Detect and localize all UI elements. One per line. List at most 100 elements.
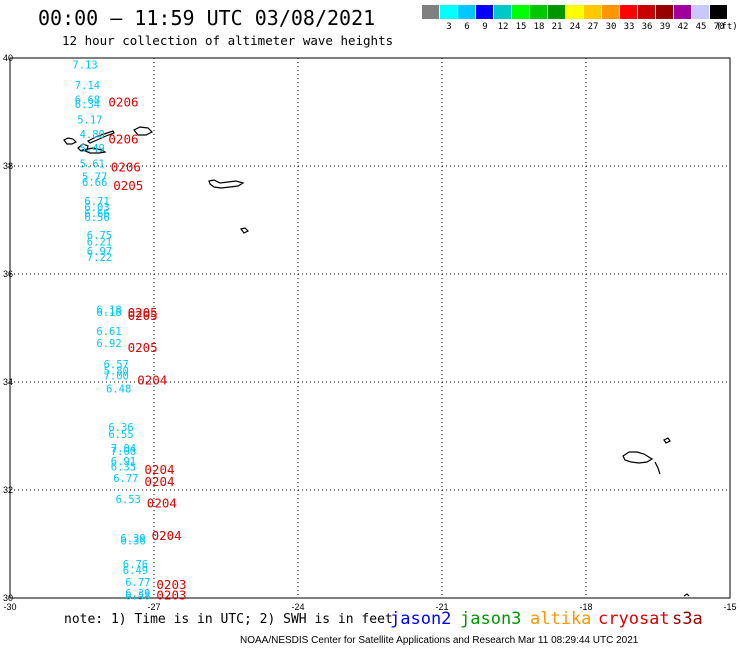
pass-time-label: 0206 [108,131,138,146]
wave-height-reading: 6.48 [106,383,131,395]
legend-swatch [710,5,728,19]
lon-tick-label: -27 [147,602,160,612]
wave-height-reading: 6.55 [108,429,133,441]
legend-swatch [494,5,512,19]
wave-height-reading: 6.71 [84,196,109,208]
legend-swatch [440,5,458,19]
pass-time-label: 0204 [137,373,167,388]
wave-height-reading: 5.77 [82,172,107,184]
wave-height-reading: 6.18 [96,304,121,316]
page-subtitle: 12 hour collection of altimeter wave hei… [62,33,394,48]
legend-swatch [620,5,638,19]
wave-height-reading: 7.13 [72,59,97,71]
legend-swatch [602,5,620,19]
wave-height-reading: 6.91 [111,456,136,468]
legend-label: 45 [695,22,707,32]
legend-label: 27 [587,22,599,32]
coastlines [63,126,690,597]
legend-swatch [566,5,584,19]
wave-height-reading: 4.80 [80,129,105,141]
wave-height-reading: 6.18 [96,307,121,319]
wave-height-reading: 5.80 [104,365,129,377]
satellite-label-s3a: s3a [672,609,703,629]
satellite-label-cryosat: cryosat [598,609,670,629]
legend-label: 12 [497,22,509,32]
legend-swatch [692,5,710,19]
wave-height-reading: 6.39 [125,588,150,600]
legend-label: 6 [464,22,470,32]
footer-credit: NOAA/NESDIS Center for Satellite Applica… [240,635,639,646]
lat-tick-label: 36 [3,269,13,279]
wave-height-reading: 6.57 [104,359,129,371]
wave-height-reading: 7.04 [111,443,136,455]
wave-height-reading: 6.35 [111,462,136,474]
legend-label: 3 [446,22,452,32]
legend-unit: (ft) [716,22,738,32]
wave-height-reading: 6.77 [113,473,138,485]
coastline-terceira [133,126,154,136]
legend-swatch [548,5,566,19]
coastline-pico [80,147,107,154]
lat-tick-label: 40 [3,53,13,63]
wave-height-reading: 6.58 [125,591,150,603]
wave-height-reading: 6.77 [125,577,150,589]
lon-tick-label: -21 [435,602,448,612]
wave-height-reading: 6.21 [87,236,112,248]
pass-time-labels: 0206020602060205020502050205020402040204… [108,95,186,603]
legend-label: 70 [713,22,725,32]
satellite-label-altika: altika [530,609,592,629]
lon-tick-label: -18 [579,602,592,612]
legend-swatch [458,5,476,19]
coastline-faial [77,143,89,152]
coastline-santa-maria [239,227,250,234]
wave-height-reading: 7.00 [111,446,136,458]
legend-swatch [512,5,530,19]
wave-height-reading: 6.75 [87,230,112,242]
legend-label: 9 [482,22,488,32]
pass-time-label: 0204 [144,474,174,489]
pass-time-label: 0206 [108,95,138,110]
legend-swatch [476,5,494,19]
lon-tick-label: -30 [3,602,16,612]
satellite-label-jason2: jason2 [390,609,452,629]
wave-height-reading: 6.39 [120,533,145,545]
coastline-sao-jorge [86,130,115,144]
legend-swatch [638,5,656,19]
legend-label: 33 [623,22,635,32]
lat-tick-label: 34 [3,377,13,387]
coastline-porto-santo [663,437,671,444]
legend-label: 36 [641,22,653,32]
wave-height-reading: 5.49 [80,143,105,155]
satellite-label-jason3: jason3 [460,609,522,629]
wave-height-reading: 6.66 [82,177,107,189]
lat-lon-grid [10,58,730,598]
legend-swatch [584,5,602,19]
legend-label: 21 [551,22,563,32]
wave-height-reading: 5.61 [80,159,105,171]
pass-time-label: 0205 [128,305,158,320]
coastline-desertas [654,461,661,475]
legend-label: 15 [515,22,527,32]
pass-time-label: 0203 [156,577,186,592]
wave-height-reading: 7.00 [104,370,129,382]
legend-label: 30 [605,22,617,32]
lat-tick-label: 32 [3,485,13,495]
page-title: 00:00 – 11:59 UTC 03/08/2021 [38,6,376,30]
pass-time-label: 0203 [156,588,186,603]
wave-height-reading: 5.17 [77,114,102,126]
legend-label: 24 [569,22,581,32]
legend-swatch [674,5,692,19]
coastline-sao-miguel [208,179,245,189]
legend-label: 39 [659,22,671,32]
wave-height-reading: 6.76 [123,559,148,571]
lon-tick-label: -24 [291,602,304,612]
wave-height-reading: 6.56 [84,212,109,224]
pass-time-label: 0206 [111,159,141,174]
legend-swatch [530,5,548,19]
coastline-flores [63,137,78,145]
pass-time-label: 0205 [113,178,143,193]
map-frame [9,57,731,599]
wave-height-reading: 7.22 [87,252,112,264]
pass-time-label: 0204 [144,462,174,477]
